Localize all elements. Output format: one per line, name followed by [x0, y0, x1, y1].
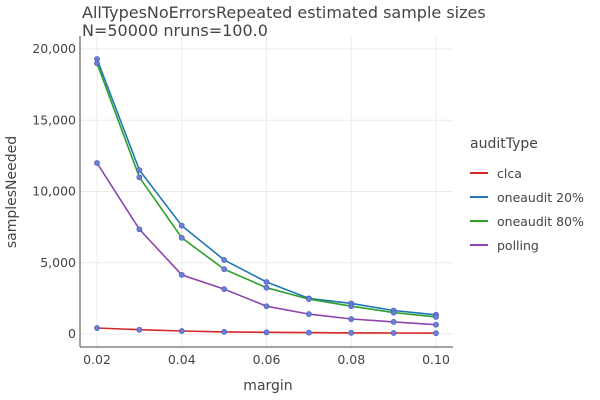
data-point-clca [390, 330, 397, 336]
legend-swatch [470, 196, 488, 198]
chart-subtitle: N=50000 nruns=100.0 [82, 21, 268, 40]
data-point-oneaudit-20 [263, 279, 270, 285]
legend-item-oneaudit-80: oneaudit 80% [470, 209, 584, 233]
data-point-polling [348, 316, 355, 322]
x-tick-label: 0.10 [422, 352, 450, 367]
data-point-clca [305, 329, 312, 336]
data-point-polling [178, 271, 185, 278]
x-tick-label: 0.04 [168, 352, 196, 367]
data-point-oneaudit-20 [178, 222, 185, 229]
data-point-clca [433, 330, 439, 337]
data-point-polling [94, 160, 100, 166]
data-point-polling [136, 226, 143, 233]
data-point-oneaudit-80 [263, 284, 270, 291]
legend-item-oneaudit-20: oneaudit 20% [470, 185, 584, 209]
data-point-oneaudit-80 [390, 309, 397, 316]
chart-title: AllTypesNoErrorsRepeated estimated sampl… [82, 3, 486, 22]
legend-label: polling [497, 237, 539, 253]
data-point-oneaudit-20 [221, 256, 228, 263]
x-axis-label: margin [243, 378, 293, 394]
series-markers [94, 56, 439, 337]
legend-item-clca: clca [470, 161, 584, 185]
y-tick-label: 5,000 [40, 255, 76, 270]
legend-title: auditType [470, 136, 538, 152]
y-tick-label: 15,000 [32, 112, 76, 127]
grid [80, 36, 453, 347]
legend-label: oneaudit 20% [497, 189, 584, 205]
data-point-clca [178, 328, 185, 334]
legend-item-polling: polling [470, 233, 584, 257]
data-point-oneaudit-80 [348, 303, 355, 310]
x-tick-label: 0.08 [337, 352, 365, 367]
y-tick-label: 0 [68, 326, 76, 341]
axes [79, 36, 453, 348]
legend-swatch [470, 244, 488, 246]
y-tick-label: 10,000 [32, 184, 76, 199]
legend-swatch [470, 172, 488, 174]
data-point-clca [136, 326, 143, 333]
data-point-polling [433, 321, 439, 328]
legend-items: clca oneaudit 20% oneaudit 80% polling [470, 161, 584, 257]
y-tick-label: 20,000 [32, 41, 76, 56]
data-point-oneaudit-80 [136, 174, 143, 181]
legend-swatch [470, 220, 488, 222]
legend-label: clca [497, 165, 522, 181]
tick-labels: 0.02 0.04 0.06 0.08 0.10 0 5,000 10,000 15,000 20… [32, 41, 450, 367]
data-point-clca [263, 329, 270, 336]
data-point-clca [221, 328, 228, 335]
data-point-oneaudit-80 [221, 266, 228, 273]
data-point-clca [94, 325, 100, 331]
y-axis-label: samplesNeeded [4, 135, 20, 249]
data-point-polling [221, 286, 228, 293]
data-point-clca [348, 329, 355, 336]
legend-label: oneaudit 80% [497, 213, 584, 229]
data-point-oneaudit-80 [305, 296, 312, 302]
x-tick-label: 0.02 [83, 352, 111, 367]
data-point-polling [305, 311, 312, 317]
x-tick-label: 0.06 [253, 352, 281, 367]
data-point-oneaudit-80 [433, 313, 439, 320]
data-point-oneaudit-80 [94, 60, 100, 67]
data-point-polling [263, 303, 270, 310]
data-point-oneaudit-80 [178, 234, 185, 241]
legend: auditType clca oneaudit 20% oneaudit 80% po… [470, 136, 584, 257]
data-point-polling [390, 318, 397, 325]
data-point-oneaudit-20 [136, 167, 143, 174]
